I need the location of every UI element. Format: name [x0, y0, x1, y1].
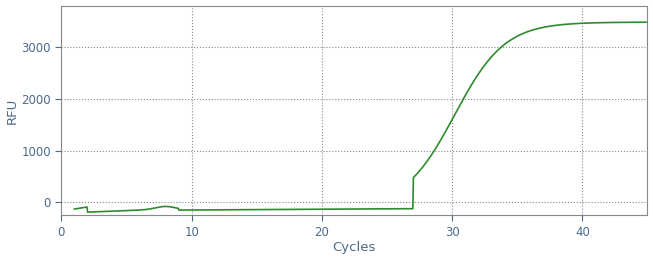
- X-axis label: Cycles: Cycles: [333, 242, 376, 255]
- Y-axis label: RFU: RFU: [6, 97, 18, 123]
